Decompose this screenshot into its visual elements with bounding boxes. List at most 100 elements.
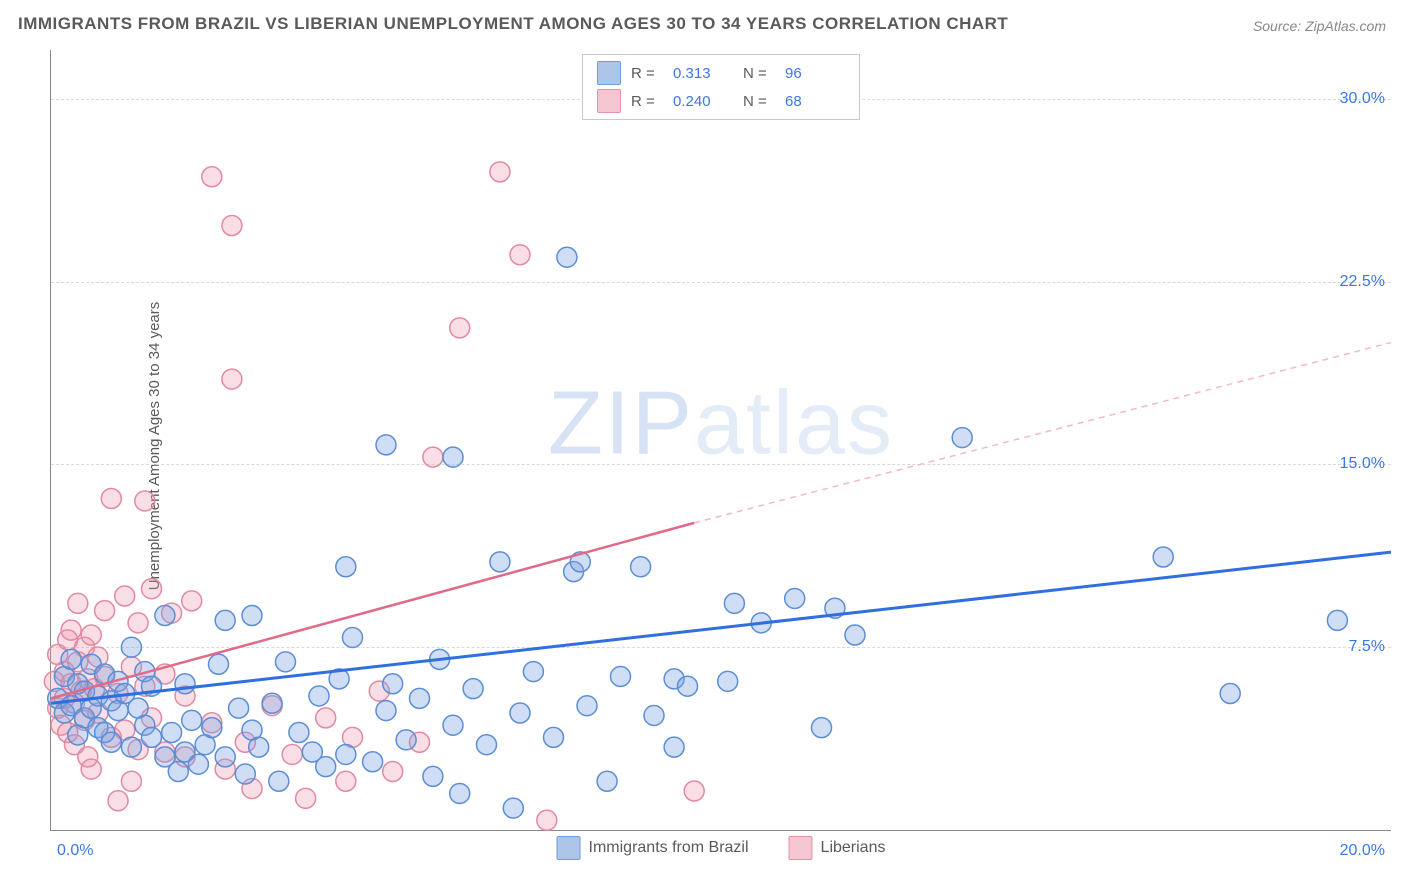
source-attribution: Source: ZipAtlas.com — [1253, 18, 1386, 34]
data-point — [336, 744, 356, 764]
data-point — [95, 601, 115, 621]
data-point — [443, 715, 463, 735]
data-point — [162, 723, 182, 743]
data-point — [785, 588, 805, 608]
data-point — [1153, 547, 1173, 567]
data-point — [61, 649, 81, 669]
data-point — [142, 579, 162, 599]
data-point — [182, 710, 202, 730]
data-point — [202, 718, 222, 738]
data-point — [128, 613, 148, 633]
data-point — [463, 679, 483, 699]
data-point — [282, 744, 302, 764]
scatter-svg — [51, 50, 1391, 830]
x-tick-max: 20.0% — [1340, 842, 1385, 860]
chart-title: IMMIGRANTS FROM BRAZIL VS LIBERIAN UNEMP… — [18, 14, 1008, 34]
swatch-liberians — [597, 89, 621, 113]
data-point — [1220, 684, 1240, 704]
data-point — [376, 701, 396, 721]
data-point — [684, 781, 704, 801]
data-point — [410, 688, 430, 708]
data-point — [222, 216, 242, 236]
data-point — [121, 637, 141, 657]
data-point — [631, 557, 651, 577]
data-point — [443, 447, 463, 467]
data-point — [664, 737, 684, 757]
data-point — [597, 771, 617, 791]
x-tick-min: 0.0% — [57, 842, 93, 860]
data-point — [450, 318, 470, 338]
data-point — [108, 791, 128, 811]
legend-row-liberians: R = 0.240 N = 68 — [597, 89, 845, 113]
data-point — [289, 723, 309, 743]
data-point — [316, 708, 336, 728]
data-point — [845, 625, 865, 645]
data-point — [188, 754, 208, 774]
data-point — [510, 703, 530, 723]
data-point — [718, 671, 738, 691]
data-point — [336, 771, 356, 791]
data-point — [952, 428, 972, 448]
data-point — [423, 447, 443, 467]
legend-n-label: N = — [743, 65, 775, 82]
data-point — [490, 552, 510, 572]
data-point — [61, 620, 81, 640]
plot-area: ZIPatlas 7.5%15.0%22.5%30.0% R = 0.313 N… — [50, 50, 1391, 831]
legend-r-label: R = — [631, 65, 663, 82]
data-point — [81, 759, 101, 779]
data-point — [450, 783, 470, 803]
data-point — [115, 586, 135, 606]
legend-n-label: N = — [743, 93, 775, 110]
legend-n-value-brazil: 96 — [785, 65, 845, 82]
data-point — [242, 606, 262, 626]
data-point — [175, 674, 195, 694]
data-point — [523, 662, 543, 682]
data-point — [396, 730, 416, 750]
data-point — [269, 771, 289, 791]
data-point — [423, 766, 443, 786]
data-point — [724, 593, 744, 613]
data-point — [135, 491, 155, 511]
legend-label-liberians: Liberians — [821, 839, 886, 857]
swatch-liberians-icon — [789, 836, 813, 860]
data-point — [168, 762, 188, 782]
data-point — [142, 727, 162, 747]
legend-label-brazil: Immigrants from Brazil — [589, 839, 749, 857]
data-point — [209, 654, 229, 674]
legend-row-brazil: R = 0.313 N = 96 — [597, 61, 845, 85]
trend-line — [694, 343, 1391, 523]
swatch-brazil-icon — [557, 836, 581, 860]
swatch-brazil — [597, 61, 621, 85]
data-point — [544, 727, 564, 747]
series-legend: Immigrants from Brazil Liberians — [557, 836, 886, 860]
data-point — [309, 686, 329, 706]
data-point — [215, 747, 235, 767]
data-point — [490, 162, 510, 182]
data-point — [316, 757, 336, 777]
correlation-legend: R = 0.313 N = 96 R = 0.240 N = 68 — [582, 54, 860, 120]
legend-item-brazil: Immigrants from Brazil — [557, 836, 749, 860]
data-point — [182, 591, 202, 611]
data-point — [101, 732, 121, 752]
data-point — [68, 593, 88, 613]
data-point — [477, 735, 497, 755]
data-point — [537, 810, 557, 830]
data-point — [296, 788, 316, 808]
data-point — [249, 737, 269, 757]
data-point — [577, 696, 597, 716]
data-point — [121, 737, 141, 757]
data-point — [121, 771, 141, 791]
data-point — [276, 652, 296, 672]
data-point — [222, 369, 242, 389]
trend-line — [51, 523, 694, 699]
data-point — [155, 606, 175, 626]
data-point — [202, 167, 222, 187]
data-point — [383, 762, 403, 782]
data-point — [510, 245, 530, 265]
data-point — [644, 705, 664, 725]
data-point — [611, 666, 631, 686]
data-point — [383, 674, 403, 694]
data-point — [557, 247, 577, 267]
data-point — [1327, 610, 1347, 630]
data-point — [229, 698, 249, 718]
